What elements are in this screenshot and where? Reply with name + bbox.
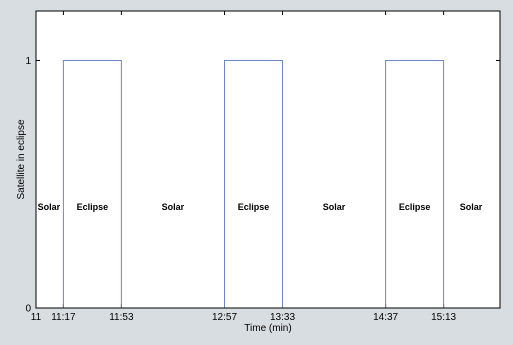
x-axis-title: Time (min): [244, 323, 291, 334]
region-label-solar: Solar: [460, 202, 483, 212]
y-tick-label: 0: [25, 304, 31, 315]
region-label-solar: Solar: [323, 202, 346, 212]
x-tick-label: 11:17: [51, 312, 76, 323]
x-tick-label: 15:13: [431, 312, 456, 323]
region-label-eclipse: Eclipse: [238, 202, 270, 212]
region-label-solar: Solar: [162, 202, 185, 212]
x-tick-label: 11: [31, 312, 42, 323]
x-tick-label: 13:33: [270, 312, 295, 323]
region-label-eclipse: Eclipse: [399, 202, 431, 212]
region-label-solar: Solar: [38, 202, 61, 212]
eclipse-series-line: [36, 60, 500, 309]
y-axis-title: Satellite in eclipse: [16, 119, 27, 199]
x-tick-label: 12:57: [212, 312, 237, 323]
x-tick-label: 11:53: [109, 312, 134, 323]
region-annotations: Solar Eclipse Solar Eclipse Solar Eclipse Sola…: [38, 202, 483, 212]
plot-frame: [35, 10, 501, 309]
y-tick-label: 1: [25, 56, 31, 67]
x-tick-label: 14:37: [373, 312, 398, 323]
region-label-eclipse: Eclipse: [77, 202, 109, 212]
plot-area: [36, 11, 500, 308]
tick-labels: 11 11:17 11:53 12:57 13:33 14:37 15:13 0 1: [25, 56, 456, 323]
